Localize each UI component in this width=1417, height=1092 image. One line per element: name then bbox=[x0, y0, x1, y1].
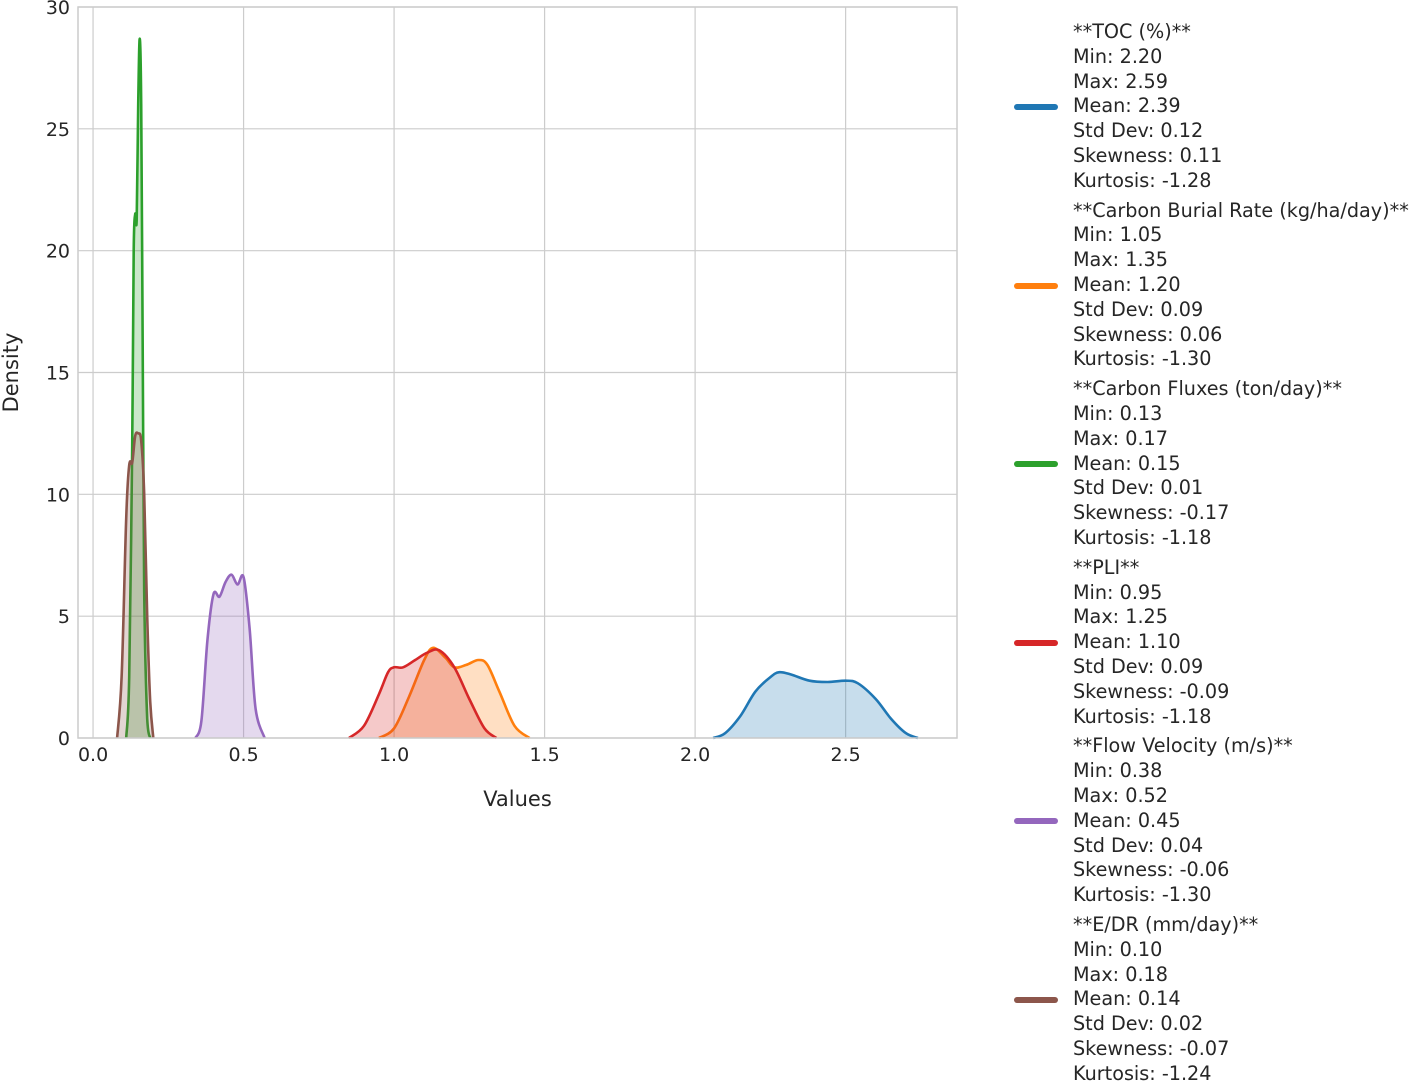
y-tick-label: 25 bbox=[46, 119, 70, 141]
legend-stat: Min: 0.95 bbox=[1073, 580, 1163, 604]
y-tick-label: 10 bbox=[46, 484, 70, 506]
x-tick-label: 2.5 bbox=[831, 744, 861, 766]
density-fill-2 bbox=[126, 38, 151, 738]
legend-stat: Kurtosis: -1.24 bbox=[1073, 1061, 1212, 1085]
legend-swatch bbox=[1014, 818, 1058, 825]
legend-stat: Mean: 2.39 bbox=[1073, 94, 1181, 118]
legend-entry: **Carbon Fluxes (ton/day)** Min: 0.13 Max:… bbox=[1010, 377, 1415, 556]
x-tick-label: 0.0 bbox=[78, 744, 108, 766]
legend-stat: Std Dev: 0.09 bbox=[1073, 654, 1204, 678]
plot-frame bbox=[77, 6, 958, 739]
y-tick-label: 5 bbox=[58, 606, 70, 628]
legend-text: **Carbon Burial Rate (kg/ha/day)** Min: 1… bbox=[1073, 199, 1409, 373]
legend-stat: Kurtosis: -1.28 bbox=[1073, 168, 1212, 192]
legend-text: **Carbon Fluxes (ton/day)** Min: 0.13 Max:… bbox=[1073, 377, 1342, 551]
y-tick-label: 30 bbox=[46, 0, 70, 19]
density-fill-1 bbox=[379, 647, 530, 738]
legend-stat: Skewness: 0.06 bbox=[1073, 322, 1223, 346]
x-tick-label: 1.5 bbox=[529, 744, 559, 766]
x-axis-label: Values bbox=[483, 787, 552, 811]
legend-stat: Std Dev: 0.01 bbox=[1073, 476, 1204, 500]
legend-entry: **Flow Velocity (m/s)** Min: 0.38 Max: 0.5… bbox=[1010, 734, 1415, 913]
legend-swatch bbox=[1014, 996, 1058, 1003]
legend-stat: Mean: 0.14 bbox=[1073, 987, 1181, 1011]
legend-stat: Min: 0.38 bbox=[1073, 759, 1163, 783]
legend-entry: **TOC (%)** Min: 2.20 Max: 2.59 Mean: 2.39 S… bbox=[1010, 20, 1415, 199]
legend-stat: Std Dev: 0.02 bbox=[1073, 1012, 1204, 1036]
y-tick-label: 15 bbox=[46, 363, 70, 385]
legend-stat: Max: 1.35 bbox=[1073, 248, 1168, 272]
legend-stat: Min: 1.05 bbox=[1073, 223, 1163, 247]
legend-swatch bbox=[1014, 461, 1058, 468]
legend-stat: Min: 0.10 bbox=[1073, 937, 1163, 961]
legend-text: **Flow Velocity (m/s)** Min: 0.38 Max: 0.5… bbox=[1073, 734, 1293, 908]
legend-series-name: **TOC (%)** bbox=[1073, 20, 1191, 43]
legend-text: **PLI** Min: 0.95 Max: 1.25 Mean: 1.10 Std D… bbox=[1073, 556, 1229, 730]
legend-entry: **E/DR (mm/day)** Min: 0.10 Max: 0.18 Mean:… bbox=[1010, 913, 1415, 1092]
legend-stat: Skewness: -0.07 bbox=[1073, 1036, 1230, 1060]
x-tick-label: 1.0 bbox=[379, 744, 409, 766]
density-line-0 bbox=[712, 670, 919, 740]
density-fill-0 bbox=[713, 672, 918, 738]
y-axis-label: Density bbox=[0, 333, 23, 413]
density-areas bbox=[115, 37, 919, 740]
legend-stat: Skewness: 0.11 bbox=[1073, 143, 1223, 167]
legend-text: **TOC (%)** Min: 2.20 Max: 2.59 Mean: 2.39 S… bbox=[1073, 20, 1222, 194]
legend-stat: Skewness: -0.17 bbox=[1073, 501, 1230, 525]
legend-stat: Max: 0.18 bbox=[1073, 962, 1168, 986]
legend-stat: Min: 0.13 bbox=[1073, 401, 1163, 425]
legend-stat: Mean: 1.20 bbox=[1073, 272, 1181, 296]
legend-stat: Kurtosis: -1.30 bbox=[1073, 347, 1212, 371]
y-axis-ticks: 0 5 10 15 20 25 30 bbox=[46, 0, 70, 750]
legend-series-name: **Carbon Fluxes (ton/day)** bbox=[1073, 377, 1342, 401]
density-line-5 bbox=[115, 431, 155, 739]
legend-stat: Mean: 1.10 bbox=[1073, 630, 1181, 654]
legend-stat: Mean: 0.45 bbox=[1073, 808, 1181, 832]
legend-stat: Max: 1.25 bbox=[1073, 605, 1168, 629]
legend-stat: Skewness: -0.09 bbox=[1073, 679, 1230, 703]
legend-stat: Std Dev: 0.04 bbox=[1073, 833, 1204, 857]
y-tick-label: 0 bbox=[58, 728, 70, 750]
legend-stat: Kurtosis: -1.18 bbox=[1073, 525, 1212, 549]
x-tick-label: 0.5 bbox=[228, 744, 258, 766]
legend-series-name: **Carbon Burial Rate (kg/ha/day)** bbox=[1073, 198, 1409, 222]
legend-stat: Max: 2.59 bbox=[1073, 69, 1168, 93]
legend-entry: **Carbon Burial Rate (kg/ha/day)** Min: 1… bbox=[1010, 199, 1415, 378]
legend-entry: **PLI** Min: 0.95 Max: 1.25 Mean: 1.10 Std D… bbox=[1010, 556, 1415, 735]
legend-text: **E/DR (mm/day)** Min: 0.10 Max: 0.18 Mean:… bbox=[1073, 913, 1258, 1087]
legend-stat: Std Dev: 0.09 bbox=[1073, 297, 1204, 321]
legend-stat: Kurtosis: -1.18 bbox=[1073, 704, 1212, 728]
density-line-4 bbox=[194, 573, 266, 739]
legend-series-name: **E/DR (mm/day)** bbox=[1073, 912, 1259, 936]
legend-stat: Max: 0.17 bbox=[1073, 426, 1168, 450]
legend-swatch bbox=[1014, 639, 1058, 646]
legend-stat: Skewness: -0.06 bbox=[1073, 858, 1230, 882]
density-chart: 0.0 0.5 1.0 1.5 2.0 2.5 0 5 10 15 20 25 30 Values D… bbox=[0, 0, 958, 811]
legend-swatch bbox=[1014, 282, 1058, 289]
legend-series-name: **Flow Velocity (m/s)** bbox=[1073, 734, 1293, 758]
legend-stat: Std Dev: 0.12 bbox=[1073, 119, 1204, 143]
density-fill-5 bbox=[117, 432, 154, 738]
density-fill-3 bbox=[348, 649, 497, 738]
legend-stat: Kurtosis: -1.30 bbox=[1073, 883, 1212, 907]
legend: **TOC (%)** Min: 2.20 Max: 2.59 Mean: 2.39 S… bbox=[1010, 20, 1415, 1092]
legend-series-name: **PLI** bbox=[1073, 555, 1140, 579]
legend-stat: Mean: 0.15 bbox=[1073, 451, 1181, 475]
x-tick-label: 2.0 bbox=[680, 744, 710, 766]
y-tick-label: 20 bbox=[46, 241, 70, 263]
x-axis-ticks: 0.0 0.5 1.0 1.5 2.0 2.5 bbox=[78, 744, 861, 766]
density-line-3 bbox=[348, 648, 498, 740]
legend-swatch bbox=[1014, 104, 1058, 110]
legend-stat: Min: 2.20 bbox=[1073, 44, 1163, 68]
legend-stat: Max: 0.52 bbox=[1073, 783, 1168, 807]
